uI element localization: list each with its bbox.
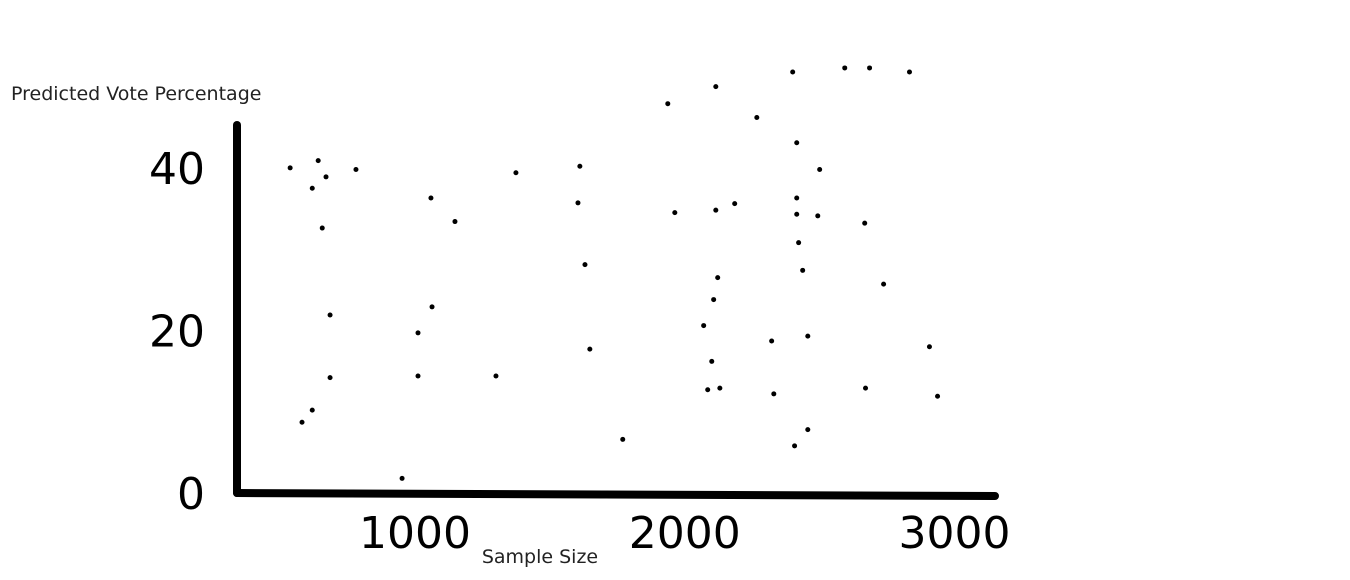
- point: [415, 373, 421, 379]
- point: [315, 158, 321, 164]
- point: [399, 475, 405, 481]
- point: [287, 165, 293, 171]
- point: [309, 185, 315, 191]
- point: [805, 333, 811, 339]
- point: [620, 436, 626, 442]
- point: [665, 101, 671, 107]
- point: [817, 167, 823, 173]
- point: [717, 385, 723, 391]
- point: [452, 219, 458, 225]
- point: [926, 344, 932, 350]
- point: [800, 267, 806, 273]
- point: [701, 323, 707, 329]
- point: [935, 393, 941, 399]
- point: [881, 281, 887, 287]
- point: [711, 297, 717, 303]
- point: [327, 375, 333, 381]
- point: [575, 200, 581, 206]
- point: [715, 275, 721, 281]
- point: [428, 195, 434, 201]
- point: [796, 240, 802, 246]
- point: [771, 391, 777, 397]
- point: [299, 419, 305, 425]
- point: [867, 65, 873, 71]
- point: [842, 65, 848, 71]
- point: [862, 220, 868, 226]
- y-axis-title: Predicted Vote Percentage: [11, 83, 261, 105]
- point: [587, 346, 593, 352]
- point: [794, 140, 800, 146]
- point: [754, 115, 760, 121]
- point: [582, 262, 588, 268]
- point: [713, 84, 719, 90]
- x-axis-title: Sample Size: [482, 546, 598, 568]
- point: [493, 373, 499, 379]
- point: [513, 170, 519, 176]
- y-tick-label: 0: [177, 469, 205, 520]
- point: [319, 225, 325, 231]
- point: [805, 427, 811, 433]
- point: [713, 207, 719, 213]
- point: [429, 304, 435, 310]
- point: [577, 163, 583, 169]
- point: [906, 69, 912, 75]
- point: [732, 201, 738, 207]
- point: [794, 211, 800, 217]
- point: [792, 443, 798, 449]
- point: [769, 338, 775, 344]
- x-axis: [233, 489, 999, 500]
- point: [709, 358, 715, 364]
- point: [415, 330, 421, 336]
- point: [327, 312, 333, 318]
- point: [815, 213, 821, 219]
- point: [309, 407, 315, 413]
- y-tick-label: 40: [149, 144, 205, 195]
- y-tick-label: 20: [149, 306, 205, 357]
- point: [790, 69, 796, 75]
- point: [353, 167, 359, 173]
- x-tick-label: 3000: [899, 508, 1011, 559]
- x-tick-label: 2000: [629, 508, 741, 559]
- point: [863, 385, 869, 391]
- point: [672, 210, 678, 216]
- point: [323, 174, 329, 180]
- x-tick-label: 1000: [359, 508, 471, 559]
- point: [794, 195, 800, 201]
- point: [705, 387, 711, 393]
